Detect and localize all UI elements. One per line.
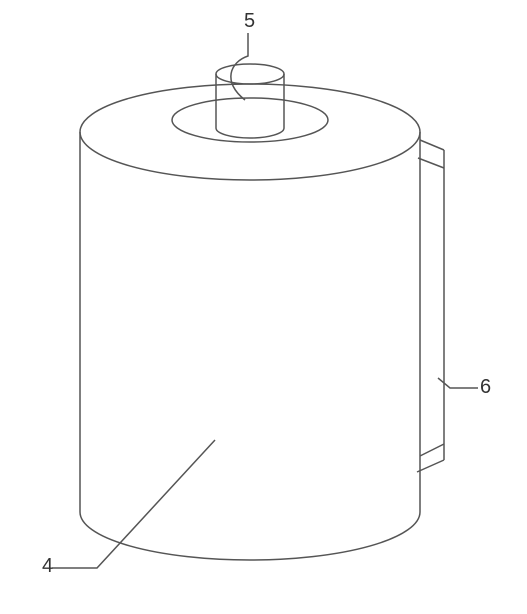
technical-diagram: 4 5 6 [0, 0, 527, 609]
main-cylinder-bottom-arc [80, 512, 420, 560]
leader-line-4 [52, 440, 215, 568]
label-5: 5 [244, 10, 255, 33]
side-attachment-bottom-front [417, 460, 444, 472]
side-attachment-bottom-back [420, 444, 444, 456]
leader-line-5 [231, 33, 248, 100]
inner-cylinder-top [216, 64, 284, 84]
inner-ring [172, 98, 328, 142]
label-6: 6 [480, 376, 491, 399]
inner-cylinder-bottom-arc [216, 128, 284, 138]
side-attachment-top-front [418, 158, 444, 168]
side-attachment-top-back [420, 140, 444, 150]
diagram-svg [0, 0, 527, 609]
label-4: 4 [42, 555, 53, 578]
